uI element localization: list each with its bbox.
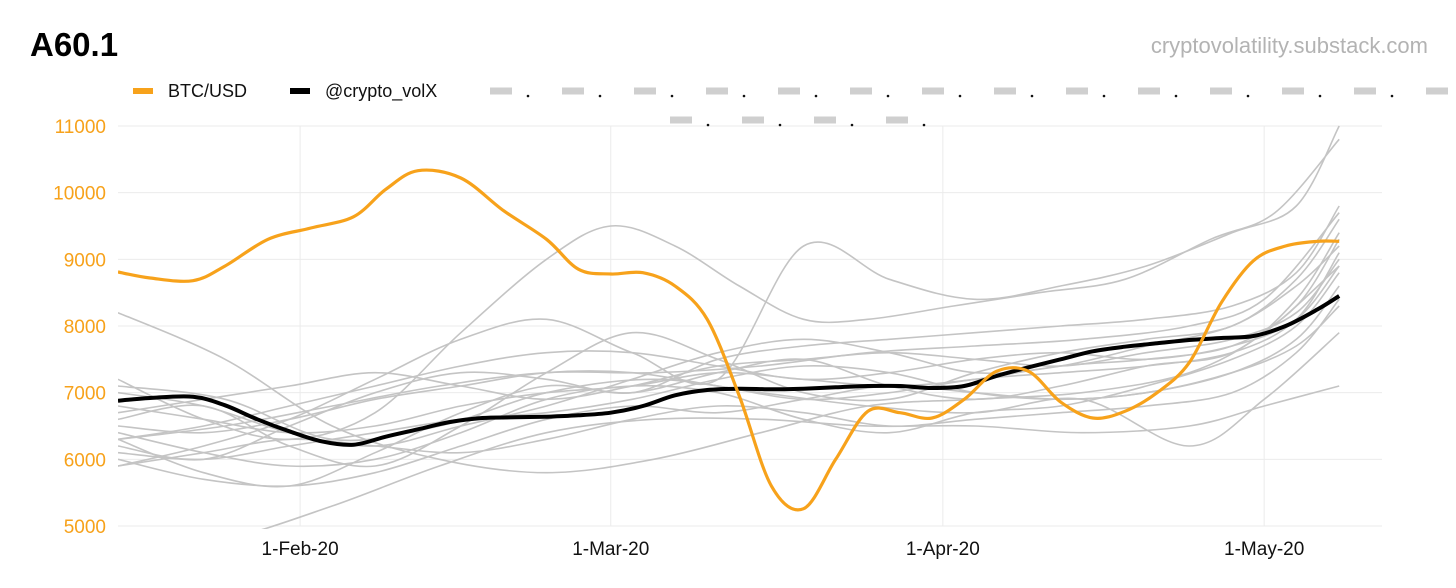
legend-dot: [814, 94, 818, 98]
chart-title: A60.1: [30, 26, 119, 63]
legend-dot: [1318, 94, 1322, 98]
y-tick-label: 8000: [64, 317, 106, 338]
x-tick-label: 1-Mar-20: [572, 539, 649, 560]
series-line-g1: [118, 265, 1340, 474]
main-series: [118, 168, 1341, 512]
grid: [118, 125, 1382, 527]
legend-dot: [598, 94, 602, 98]
legend-dot: [886, 94, 890, 98]
background-series: [118, 125, 1340, 529]
x-tick-label: 1-Feb-20: [262, 539, 339, 560]
x-tick-label: 1-Apr-20: [906, 539, 980, 560]
y-axis: 5000 6000 7000 8000 9000 10000 11000: [53, 117, 106, 538]
legend-dot: [742, 94, 746, 98]
y-tick-label: 11000: [55, 117, 106, 138]
legend-label-btc: BTC/USD: [168, 81, 247, 101]
legend-dot: [850, 123, 854, 127]
legend-dot: [526, 94, 530, 98]
legend-dot: [922, 123, 926, 127]
series-line-g18: [118, 212, 1340, 441]
x-tick-label: 1-May-20: [1224, 539, 1304, 560]
series-line-g3: [118, 125, 1340, 467]
legend-dot: [1390, 94, 1394, 98]
series-line-btc-usd: [118, 168, 1340, 512]
y-tick-label: 6000: [64, 450, 106, 471]
y-tick-label: 9000: [64, 250, 106, 271]
legend: BTC/USD @crypto_volX: [133, 81, 1448, 127]
legend-dot: [1102, 94, 1106, 98]
legend-dot: [958, 94, 962, 98]
y-tick-label: 10000: [53, 184, 106, 205]
series-line-g11: [118, 258, 1340, 414]
series-line-g16: [261, 385, 1340, 529]
legend-dot: [1246, 94, 1250, 98]
y-tick-label: 5000: [64, 517, 106, 538]
legend-dot: [1174, 94, 1178, 98]
series-line-g2: [118, 138, 1340, 441]
legend-dot: [706, 123, 710, 127]
series-line-g9: [118, 205, 1340, 461]
series-line-g13: [118, 305, 1340, 488]
legend-dot: [670, 94, 674, 98]
source-label: cryptovolatility.substack.com: [1150, 33, 1428, 58]
legend-dashes: [490, 87, 1448, 127]
series-line-g15: [118, 238, 1340, 434]
series-line-crypto-volx: [118, 294, 1341, 447]
x-axis: 1-Feb-20 1-Mar-20 1-Apr-20 1-May-20: [262, 539, 1305, 560]
y-tick-label: 7000: [64, 384, 106, 405]
series-line-g17: [118, 332, 1340, 447]
legend-dot: [778, 123, 782, 127]
legend-dot: [1030, 94, 1034, 98]
legend-label-vol: @crypto_volX: [325, 81, 437, 102]
series-line-g5: [118, 232, 1340, 488]
series-line-g12: [118, 265, 1340, 441]
